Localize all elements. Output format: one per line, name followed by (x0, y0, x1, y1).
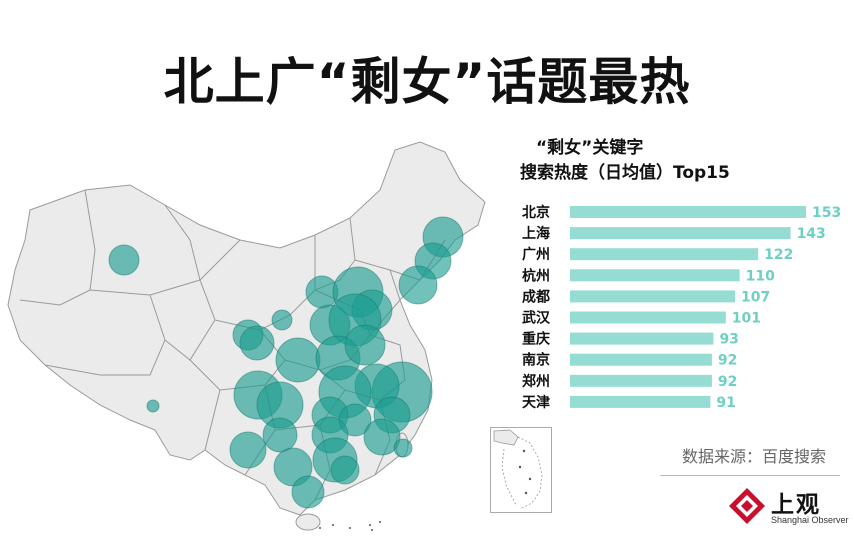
logo-subtitle: Shanghai Observer (771, 515, 849, 525)
category-label: 上海 (522, 225, 550, 242)
value-label: 92 (718, 353, 737, 369)
category-label: 北京 (522, 204, 550, 221)
bar (570, 353, 712, 366)
category-label: 广州 (522, 246, 550, 263)
category-label: 南京 (522, 352, 550, 369)
bar (570, 395, 711, 408)
bar (570, 248, 759, 261)
source-note: 数据来源：百度搜索 (682, 447, 827, 466)
map-bubbles (108, 216, 464, 509)
bar (570, 227, 791, 240)
bar (570, 332, 714, 345)
china-bubble-map (7, 141, 486, 531)
logo-icon (729, 488, 765, 524)
value-label: 101 (732, 311, 761, 327)
value-label: 92 (718, 374, 737, 390)
south-sea-inset (490, 427, 552, 513)
value-label: 107 (741, 289, 770, 305)
value-label: 110 (746, 268, 775, 284)
logo-name: 上观 (771, 492, 821, 518)
divider (660, 475, 840, 476)
headline: 北上广“剩女”话题最热 (163, 53, 691, 111)
value-label: 93 (719, 332, 738, 348)
south-sea-islands (319, 521, 381, 531)
bar (570, 290, 736, 303)
chart-title-line1: “剩女”关键字 (536, 138, 644, 158)
category-label: 天津 (522, 394, 550, 411)
category-label: 杭州 (522, 267, 550, 284)
bar (570, 374, 712, 387)
value-label: 143 (797, 226, 826, 242)
chart-title-line2: 搜索热度（日均值）Top15 (520, 163, 730, 183)
category-label: 郑州 (522, 373, 550, 390)
category-label: 重庆 (522, 331, 550, 348)
value-label: 122 (764, 247, 793, 263)
bar (570, 206, 806, 218)
category-label: 成都 (522, 288, 550, 305)
category-label: 武汉 (522, 310, 551, 327)
bar (570, 311, 726, 324)
value-label: 153 (812, 205, 841, 221)
value-label: 91 (716, 395, 735, 411)
bar (570, 269, 740, 282)
